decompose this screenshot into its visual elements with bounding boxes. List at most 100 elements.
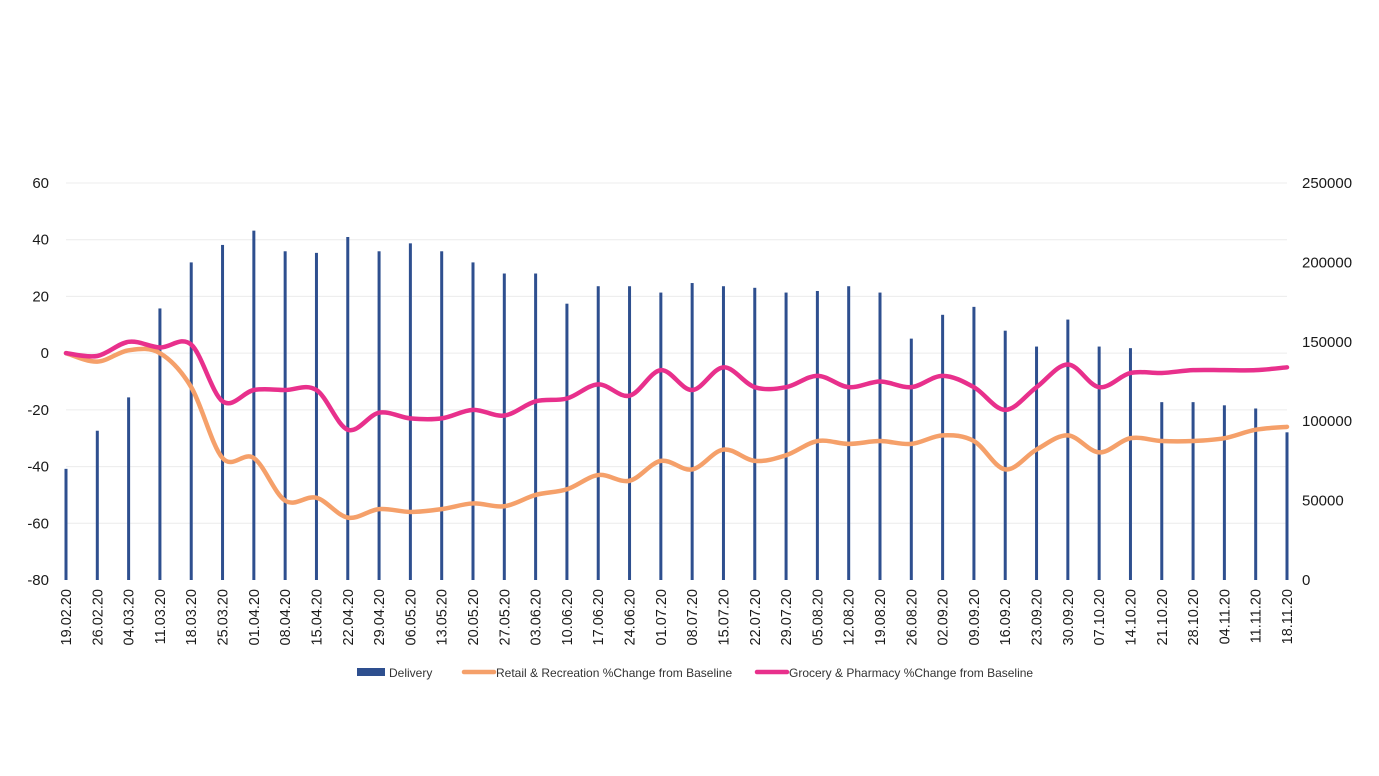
delivery-bars [64,230,1289,580]
bar-delivery-17.06.20 [596,286,600,580]
bar-delivery-28.10.20 [1191,402,1195,580]
bar-delivery-13.05.20 [440,251,444,580]
x-tick-label: 07.10.20 [1092,589,1108,645]
bar-delivery-26.02.20 [95,430,99,580]
y-right-tick-label: 250000 [1302,175,1352,192]
x-tick-label: 11.03.20 [153,589,169,644]
x-tick-label: 30.09.20 [1061,589,1077,645]
y-left-tick-label: 40 [32,232,49,249]
bar-delivery-27.05.20 [502,273,506,580]
x-tick-label: 29.07.20 [779,589,795,645]
x-tick-label: 26.02.20 [90,589,106,645]
x-tick-label: 27.05.20 [497,589,513,645]
legend: Delivery Retail & Recreation %Change fro… [357,666,1033,680]
bar-delivery-08.04.20 [283,251,287,580]
bar-delivery-01.07.20 [659,292,663,580]
bar-delivery-23.09.20 [1035,346,1039,580]
y-left-tick-label: -60 [27,515,49,532]
bar-delivery-22.04.20 [346,236,350,580]
x-tick-label: 14.10.20 [1123,589,1139,645]
x-tick-label: 06.05.20 [403,589,419,645]
x-tick-label: 24.06.20 [623,589,639,645]
bar-delivery-20.05.20 [471,262,475,580]
x-tick-label: 28.10.20 [1186,589,1202,645]
y-right-tick-label: 0 [1302,572,1310,589]
x-tick-label: 09.09.20 [967,589,983,645]
y-right-tick-label: 100000 [1302,413,1352,430]
x-axis: 19.02.20 26.02.20 04.03.20 11.03.20 18.03.20… [59,589,1296,645]
x-tick-label: 29.04.20 [372,589,388,645]
bar-delivery-29.04.20 [377,251,381,580]
x-tick-label: 15.04.20 [309,589,325,645]
y-left-tick-label: -40 [27,459,49,476]
x-tick-label: 11.11.20 [1249,589,1265,643]
x-tick-label: 04.11.20 [1217,589,1233,644]
bar-delivery-05.08.20 [815,290,819,580]
y-axis-right: 250000 200000 150000 100000 50000 0 [1302,175,1352,589]
series-lines [63,339,1290,521]
x-tick-label: 18.03.20 [184,589,200,645]
bar-delivery-25.03.20 [221,244,225,580]
bar-delivery-24.06.20 [628,286,632,580]
y-left-tick-label: -80 [27,572,49,589]
bar-delivery-14.10.20 [1128,348,1132,580]
y-axis-left: 60 40 20 0 -20 -40 -60 -80 [27,175,49,589]
x-tick-label: 03.06.20 [529,589,545,645]
x-tick-label: 26.08.20 [904,589,920,645]
x-tick-label: 16.09.20 [998,589,1014,645]
bar-delivery-11.03.20 [158,308,162,580]
bar-delivery-02.09.20 [941,314,945,580]
bar-delivery-07.10.20 [1097,346,1101,580]
x-tick-label: 22.04.20 [341,589,357,645]
x-tick-label: 08.04.20 [278,589,294,645]
bar-delivery-03.06.20 [534,273,538,580]
bar-delivery-15.07.20 [721,286,725,580]
bar-delivery-26.08.20 [909,338,913,580]
line-grocery-pharmacy [63,339,1290,433]
x-tick-label: 21.10.20 [1155,589,1171,645]
y-left-tick-label: 0 [41,345,49,362]
bar-delivery-15.04.20 [314,252,318,580]
x-tick-label: 02.09.20 [936,589,952,645]
x-tick-label: 22.07.20 [748,589,764,645]
bar-delivery-19.08.20 [878,292,882,580]
bar-delivery-11.11.20 [1254,408,1258,580]
bar-delivery-22.07.20 [753,287,757,580]
x-tick-label: 20.05.20 [466,589,482,645]
y-right-tick-label: 200000 [1302,254,1352,271]
x-tick-label: 13.05.20 [435,589,451,645]
legend-swatch-delivery [357,668,385,676]
x-tick-label: 17.06.20 [591,589,607,645]
bar-delivery-19.02.20 [64,468,68,580]
bar-delivery-01.04.20 [252,230,256,580]
x-tick-label: 01.04.20 [247,589,263,645]
x-tick-label: 19.08.20 [873,589,889,645]
x-tick-label: 15.07.20 [716,589,732,645]
y-left-tick-label: -20 [27,402,49,419]
bar-delivery-16.09.20 [1003,330,1007,580]
bar-delivery-06.05.20 [408,243,412,580]
x-tick-label: 18.11.20 [1280,589,1296,644]
x-tick-label: 08.07.20 [685,589,701,645]
legend-label-retail: Retail & Recreation %Change from Baselin… [496,666,732,680]
bar-delivery-30.09.20 [1066,319,1070,580]
legend-label-grocery: Grocery & Pharmacy %Change from Baseline [789,666,1033,680]
legend-label-delivery: Delivery [389,666,432,680]
x-tick-label: 10.06.20 [560,589,576,645]
bar-delivery-04.03.20 [127,397,131,580]
bar-delivery-29.07.20 [784,292,788,580]
x-tick-label: 25.03.20 [216,589,232,645]
x-tick-label: 12.08.20 [842,589,858,645]
x-tick-label: 01.07.20 [654,589,670,645]
bar-delivery-21.10.20 [1160,402,1164,580]
bar-delivery-18.03.20 [189,262,193,580]
x-tick-label: 04.03.20 [122,589,138,645]
y-right-tick-label: 150000 [1302,334,1352,351]
bar-delivery-18.11.20 [1285,432,1289,580]
x-tick-label: 19.02.20 [59,589,75,645]
y-right-tick-label: 50000 [1302,493,1344,510]
x-tick-label: 23.09.20 [1030,589,1046,645]
gridlines [66,182,1287,524]
bar-delivery-08.07.20 [690,283,694,580]
